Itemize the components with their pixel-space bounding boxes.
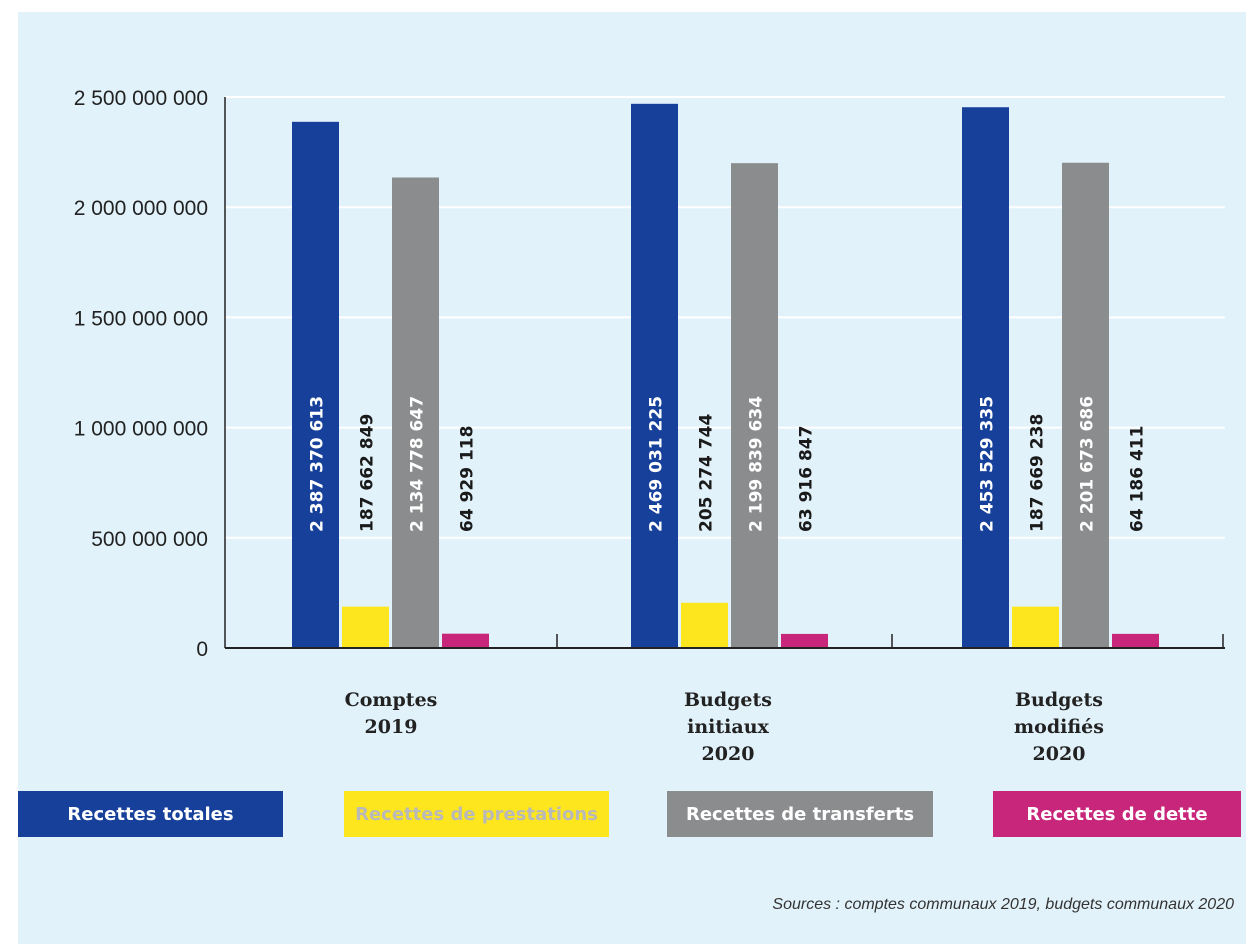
y-tick-label: 1 500 000 000 xyxy=(74,307,208,330)
data-label: 63 916 847 xyxy=(797,426,817,532)
category-label: 2020 xyxy=(1033,743,1086,765)
category-label: 2020 xyxy=(702,743,755,765)
bar xyxy=(1112,633,1159,648)
bar xyxy=(681,602,728,648)
category-label: initiaux xyxy=(687,716,769,738)
bar xyxy=(442,633,489,648)
data-label: 205 274 744 xyxy=(697,414,717,532)
bar xyxy=(1012,606,1059,648)
y-tick-label: 2 000 000 000 xyxy=(74,197,208,220)
category-label: Comptes xyxy=(345,689,438,711)
legend-item-recettes-de-prestations: Recettes de prestations xyxy=(344,791,609,837)
data-label: 64 186 411 xyxy=(1128,426,1148,532)
legend-item-recettes-de-transferts: Recettes de transferts xyxy=(667,791,933,837)
legend-item-recettes-totales: Recettes totales xyxy=(18,791,283,837)
category-label: modifiés xyxy=(1014,716,1104,738)
bar xyxy=(731,163,778,649)
data-label: 187 662 849 xyxy=(358,414,378,532)
y-tick-label: 1 000 000 000 xyxy=(74,418,208,441)
data-label: 64 929 118 xyxy=(458,426,478,532)
bar xyxy=(962,107,1009,649)
source-note: Sources : comptes communaux 2019, budget… xyxy=(772,896,1234,913)
data-label: 2 134 778 647 xyxy=(408,396,428,532)
bar xyxy=(631,103,678,649)
y-tick-label: 0 xyxy=(196,638,208,661)
category-label: Budgets xyxy=(1015,689,1103,711)
y-tick-label: 2 500 000 000 xyxy=(74,87,208,110)
y-tick-label: 500 000 000 xyxy=(91,528,208,551)
bar xyxy=(292,121,339,649)
data-label: 2 453 529 335 xyxy=(978,396,998,532)
category-label: Budgets xyxy=(684,689,772,711)
category-label: 2019 xyxy=(365,716,418,738)
data-label: 187 669 238 xyxy=(1028,414,1048,532)
bar xyxy=(392,177,439,648)
data-label: 2 199 839 634 xyxy=(747,396,767,532)
data-label: 2 201 673 686 xyxy=(1078,396,1098,532)
legend-item-recettes-de-dette: Recettes de dette xyxy=(993,791,1241,837)
data-label: 2 387 370 613 xyxy=(308,396,328,532)
bar xyxy=(781,633,828,648)
data-label: 2 469 031 225 xyxy=(647,396,667,532)
bar xyxy=(1062,162,1109,649)
bar xyxy=(342,606,389,648)
